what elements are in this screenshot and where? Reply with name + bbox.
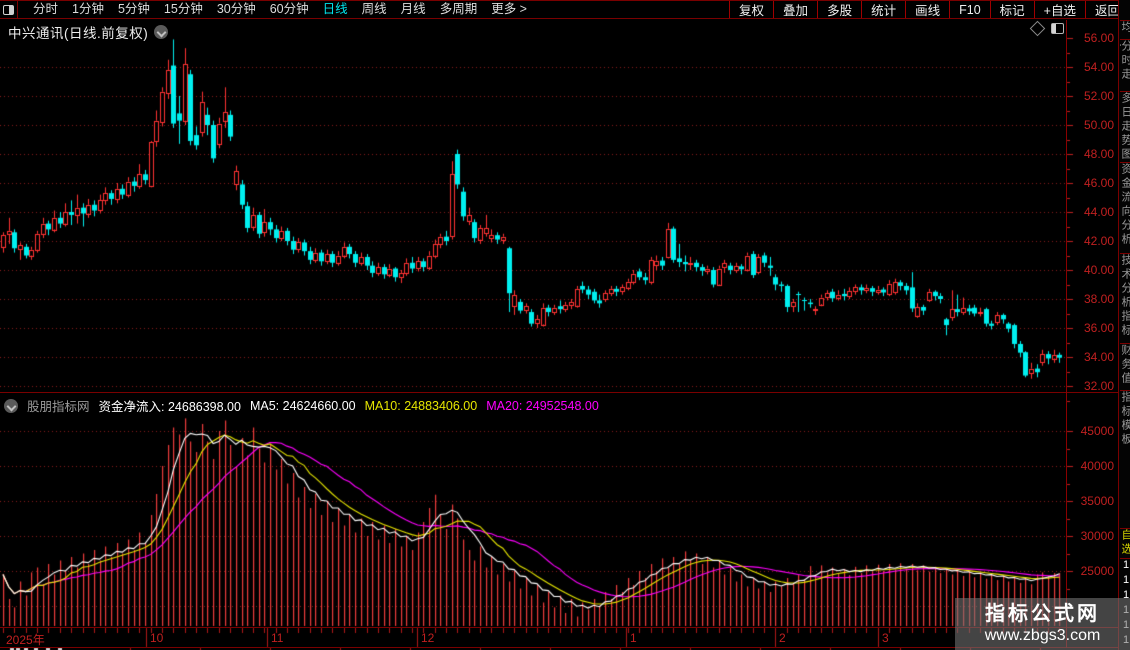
indicator-tick-label: 35000 (1080, 494, 1114, 508)
price-tick-label: 56.00 (1083, 31, 1114, 45)
right-strip-segment[interactable]: 自选 (1120, 528, 1130, 557)
period-tab-30分钟[interactable]: 30分钟 (216, 2, 256, 16)
indicator-header: 股朋指标网 资金净流入: 24686398.00 MA5: 24624660.00… (4, 396, 599, 415)
time-axis-bottom-line (0, 647, 1118, 648)
right-side-panel-clipped: 均分时走势多日走势图资金流向分析技术分析指标财务值指标模板自选1111111 (1118, 0, 1130, 650)
chart-title-row: 中兴通讯(日线.前复权) (8, 22, 169, 42)
period-tab-周线[interactable]: 周线 (361, 2, 387, 16)
indicator-collapse-icon[interactable] (4, 398, 18, 413)
right-strip-segment[interactable]: 多日走势图 (1120, 91, 1130, 162)
price-tick-label: 46.00 (1083, 176, 1114, 190)
toolbar-button-多股[interactable]: 多股 (817, 1, 861, 18)
month-label: 12 (421, 631, 435, 645)
price-tick-label: 50.00 (1083, 118, 1114, 132)
right-strip-segment[interactable]: 资金流向分析 (1120, 162, 1130, 253)
toolbar-right-buttons: 复权 叠加 多股 统计 画线 F10 标记 +自选 返回 (729, 1, 1130, 18)
stock-title: 中兴通讯(日线.前复权) (8, 26, 149, 41)
price-tick-label: 54.00 (1083, 60, 1114, 74)
right-strip-segment[interactable]: 分时走势 (1120, 39, 1130, 91)
chevron-down-icon[interactable] (154, 25, 169, 39)
indicator-field: MA10: 24883406.00 (364, 398, 478, 413)
toolbar-button-+自选[interactable]: +自选 (1033, 1, 1085, 18)
right-strip-segment[interactable]: 指标模板 (1120, 390, 1130, 528)
price-tick-label: 52.00 (1083, 89, 1114, 103)
diamond-icon[interactable] (1029, 20, 1046, 37)
right-strip-segment[interactable]: 均 (1120, 20, 1130, 39)
price-tick-label: 42.00 (1083, 234, 1114, 248)
period-tab-多周期[interactable]: 多周期 (439, 2, 478, 16)
indicator-tick-label: 40000 (1080, 459, 1114, 473)
indicator-field: MA20: 24952548.00 (486, 398, 599, 413)
period-tab-1分钟[interactable]: 1分钟 (72, 2, 104, 16)
layout-icon (3, 4, 14, 15)
toolbar-button-画线[interactable]: 画线 (905, 1, 949, 18)
toolbar-button-标记[interactable]: 标记 (989, 1, 1034, 18)
price-tick-label: 34.00 (1083, 350, 1114, 364)
toolbar-button-统计[interactable]: 统计 (861, 1, 905, 18)
indicator-tick-label: 25000 (1080, 564, 1114, 578)
period-tab-bar: 分时 1分钟 5分钟 15分钟 30分钟 60分钟 日线 周线 月线 多周期 更多 > (26, 1, 534, 18)
period-tab-5分钟[interactable]: 5分钟 (117, 2, 150, 16)
watermark-url: www.zbgs3.com (984, 627, 1101, 644)
price-tick-label: 48.00 (1083, 147, 1114, 161)
period-tab-月线[interactable]: 月线 (400, 2, 426, 16)
period-tab-60分钟[interactable]: 60分钟 (269, 2, 309, 16)
watermark-title: 指标公式网 (985, 603, 1100, 625)
price-tick-label: 38.00 (1083, 292, 1114, 306)
period-tab-日线[interactable]: 日线 (322, 2, 348, 16)
pane-corner-icons (1029, 20, 1064, 37)
indicator-bottom-line (0, 627, 1118, 628)
price-tick-label: 36.00 (1083, 321, 1114, 335)
price-tick-label: 40.00 (1083, 263, 1114, 277)
pane-separator[interactable] (0, 392, 1118, 393)
indicator-field: 资金净流入: 24686398.00 (98, 400, 241, 414)
indicator-tick-label: 30000 (1080, 529, 1114, 543)
month-label: 2 (779, 631, 786, 645)
month-label: 3 (882, 631, 889, 645)
price-axis-line (1066, 20, 1067, 648)
price-tick-label: 32.00 (1083, 379, 1114, 393)
watermark: 指标公式网 www.zbgs3.com (955, 598, 1130, 650)
top-toolbar: 分时 1分钟 5分钟 15分钟 30分钟 60分钟 日线 周线 月线 多周期 更多 > 复权 叠加 多股… (0, 0, 1130, 19)
period-tab-15分钟[interactable]: 15分钟 (163, 2, 203, 16)
toolbar-button-复权[interactable]: 复权 (729, 1, 773, 18)
month-label: 10 (150, 631, 164, 645)
layout-toggle-button[interactable] (0, 1, 18, 18)
month-label: 11 (271, 631, 284, 645)
indicator-tick-label: 45000 (1080, 424, 1114, 438)
toolbar-button-叠加[interactable]: 叠加 (773, 1, 817, 18)
right-strip-segment[interactable]: 技术分析指标 (1120, 253, 1130, 343)
right-strip-segment[interactable]: 财务值 (1120, 343, 1130, 390)
price-tick-label: 44.00 (1083, 205, 1114, 219)
month-label: 2025年 (6, 633, 45, 647)
maximize-pane-icon[interactable] (1051, 23, 1064, 34)
indicator-field: MA5: 24624660.00 (249, 398, 356, 413)
toolbar-button-F10[interactable]: F10 (949, 1, 990, 18)
period-tab-更多 >[interactable]: 更多 > (491, 2, 527, 16)
month-label: 1 (630, 631, 637, 645)
indicator-source-label: 股朋指标网 (27, 400, 90, 414)
period-tab-分时[interactable]: 分时 (33, 2, 59, 16)
